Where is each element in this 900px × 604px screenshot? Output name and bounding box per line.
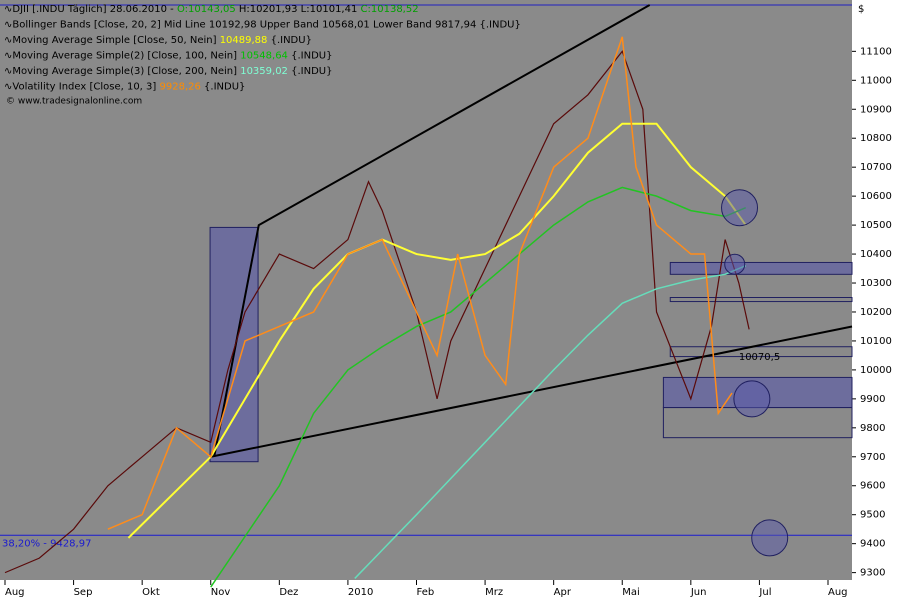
level-label: 10070,5	[739, 352, 780, 363]
x-tick-label: Nov	[211, 587, 231, 598]
legend-row: ∿Volatility Index [Close, 10, 3] 9928,26…	[4, 82, 245, 93]
legend-text: 10359,02	[240, 66, 288, 77]
legend-text: {.INDU}	[288, 51, 333, 62]
y-tick-label: 11100	[860, 46, 892, 57]
legend-icon: ∿	[4, 82, 12, 93]
legend-text: Moving Average Simple [Close, 50, Nein]	[12, 35, 219, 46]
legend-text: {.INDU}	[288, 66, 333, 77]
y-tick-label: 11000	[860, 75, 892, 86]
legend-text: {.INDU}	[267, 35, 312, 46]
x-tick-label: Mai	[622, 587, 640, 598]
series-line	[210, 186, 746, 588]
legend-row: ∿Moving Average Simple [Close, 50, Nein]…	[4, 35, 312, 46]
x-tick-label: 2010	[348, 587, 373, 598]
y-tick-label: 9300	[860, 568, 885, 579]
legend-text: Volatility Index [Close, 10, 3]	[12, 82, 159, 93]
y-tick-label: 10700	[860, 162, 892, 173]
x-tick-label: Apr	[554, 587, 572, 598]
series-line	[107, 36, 733, 530]
legend-row: ∿Bollinger Bands [Close, 20, 2] Mid Line…	[4, 20, 521, 31]
legend-text: {.INDU}	[201, 82, 246, 93]
legend-text: 10548,64	[240, 51, 288, 62]
y-tick-label: 10100	[860, 336, 892, 347]
axis-panel	[852, 0, 900, 600]
legend-text: Moving Average Simple(3) [Close, 200, Ne…	[12, 66, 240, 77]
legend-row: ∿Moving Average Simple(3) [Close, 200, N…	[4, 66, 332, 77]
y-tick-label: 9600	[860, 481, 885, 492]
box	[669, 346, 853, 358]
y-tick-label: 10400	[860, 249, 892, 260]
x-tick-label: Feb	[416, 587, 434, 598]
legend-row: ∿DJII [.INDU Täglich] 28.06.2010 - O:101…	[4, 4, 419, 15]
copyright: © www.tradesignalonline.com	[6, 97, 142, 107]
y-tick-label: 9900	[860, 394, 885, 405]
series-line	[127, 122, 747, 539]
x-tick-label: Aug	[828, 587, 848, 598]
y-tick-label: 9800	[860, 423, 885, 434]
y-tick-label: 10000	[860, 365, 892, 376]
y-tick-label: 9400	[860, 539, 885, 550]
box	[669, 261, 853, 275]
legend-row: ∿Moving Average Simple(2) [Close, 100, N…	[4, 51, 332, 62]
trendline	[213, 4, 651, 457]
y-tick-label: 10900	[860, 104, 892, 115]
legend-icon: ∿	[4, 66, 12, 77]
y-tick-label: 9500	[860, 510, 885, 521]
legend-text: C:10138,52	[361, 4, 419, 15]
x-tick-label: Okt	[142, 587, 160, 598]
currency: $	[858, 4, 864, 15]
marker-circle	[733, 380, 771, 418]
x-tick-label: Dez	[279, 587, 298, 598]
legend-text: 10489,88	[220, 35, 268, 46]
box	[669, 297, 853, 303]
legend-icon: ∿	[4, 51, 12, 62]
y-tick-label: 10800	[860, 133, 892, 144]
legend-icon: ∿	[4, 35, 12, 46]
x-tick-label: Mrz	[485, 587, 503, 598]
legend-text: Moving Average Simple(2) [Close, 100, Ne…	[12, 51, 240, 62]
y-tick-label: 10600	[860, 191, 892, 202]
trendline	[210, 325, 853, 458]
y-tick-label: 10200	[860, 307, 892, 318]
plot-area	[0, 0, 852, 580]
y-tick-label: 10300	[860, 278, 892, 289]
marker-circle	[724, 253, 746, 275]
series-line	[354, 264, 746, 579]
y-tick-label: 9700	[860, 452, 885, 463]
legend-text: O:10143,05	[177, 4, 236, 15]
legend-text: H:10201,93 L:10101,41	[236, 4, 361, 15]
x-tick-label: Sep	[74, 587, 93, 598]
level-label: 38,20% - 9428,97	[2, 538, 91, 549]
marker-circle	[751, 519, 789, 557]
x-tick-label: Jul	[758, 587, 771, 598]
legend-icon: ∿	[4, 20, 12, 31]
legend-icon: ∿	[4, 4, 12, 15]
legend-text: DJII [.INDU Täglich] 28.06.2010 -	[12, 4, 177, 15]
legend-text: 9928,26	[160, 82, 201, 93]
x-tick-label: Jun	[690, 587, 707, 598]
marker-circle	[721, 189, 759, 227]
y-tick-label: 10500	[860, 220, 892, 231]
legend-text: Bollinger Bands [Close, 20, 2] Mid Line …	[12, 20, 520, 31]
x-tick-label: Aug	[5, 587, 25, 598]
